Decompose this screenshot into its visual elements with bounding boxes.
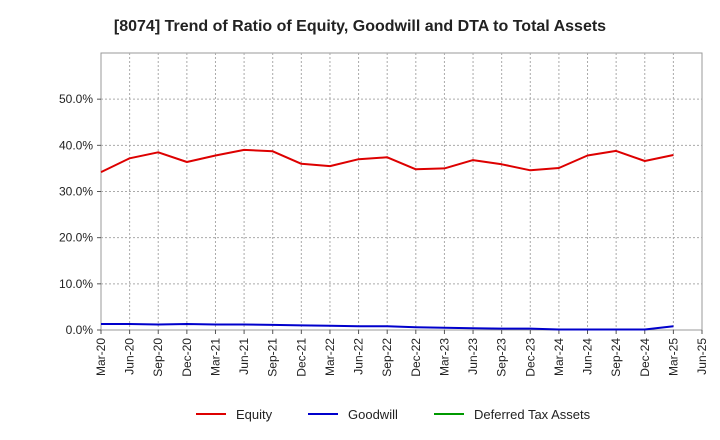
x-tick-label: Dec-23 (523, 338, 537, 377)
y-axis: 0.0% 10.0% 20.0% 30.0% 40.0% 50.0% (59, 92, 101, 337)
y-tick-label: 30.0% (59, 185, 93, 199)
x-tick-label: Mar-21 (208, 338, 222, 376)
x-tick-label: Mar-25 (666, 338, 680, 376)
x-tick-label: Dec-20 (180, 338, 194, 377)
grid (101, 53, 702, 330)
y-tick-label: 50.0% (59, 92, 93, 106)
x-tick-label: Dec-22 (409, 338, 423, 377)
chart-title: [8074] Trend of Ratio of Equity, Goodwil… (114, 18, 606, 35)
legend-label: Deferred Tax Assets (474, 407, 591, 422)
x-tick-label: Sep-21 (266, 338, 280, 377)
x-tick-label: Dec-24 (638, 338, 652, 377)
legend: Equity Goodwill Deferred Tax Assets (196, 407, 591, 422)
x-tick-label: Jun-24 (581, 338, 595, 375)
x-tick-label: Jun-25 (695, 338, 709, 375)
x-tick-label: Jun-23 (466, 338, 480, 375)
x-axis: Mar-20 Jun-20 Sep-20 Dec-20 Mar-21 Jun-21 Sep-… (94, 330, 709, 377)
x-tick-label: Sep-24 (609, 338, 623, 377)
x-tick-label: Sep-20 (151, 338, 165, 377)
y-tick-label: 40.0% (59, 138, 93, 152)
y-tick-label: 0.0% (66, 323, 94, 337)
x-tick-label: Mar-24 (552, 338, 566, 376)
x-tick-label: Sep-22 (380, 338, 394, 377)
x-tick-label: Mar-23 (437, 338, 451, 376)
legend-label: Equity (236, 407, 273, 422)
series-line-goodwill (101, 323, 674, 331)
y-tick-label: 10.0% (59, 277, 93, 291)
x-tick-label: Jun-21 (237, 338, 251, 375)
legend-label: Goodwill (348, 407, 398, 422)
series-group (100, 148, 674, 331)
y-tick-label: 20.0% (59, 231, 93, 245)
x-tick-label: Jun-20 (123, 338, 137, 375)
series-line-equity (100, 148, 674, 174)
x-tick-label: Mar-22 (323, 338, 337, 376)
x-tick-label: Dec-21 (294, 338, 308, 377)
x-tick-label: Jun-22 (352, 338, 366, 375)
x-tick-label: Mar-20 (94, 338, 108, 376)
x-tick-label: Sep-23 (495, 338, 509, 377)
